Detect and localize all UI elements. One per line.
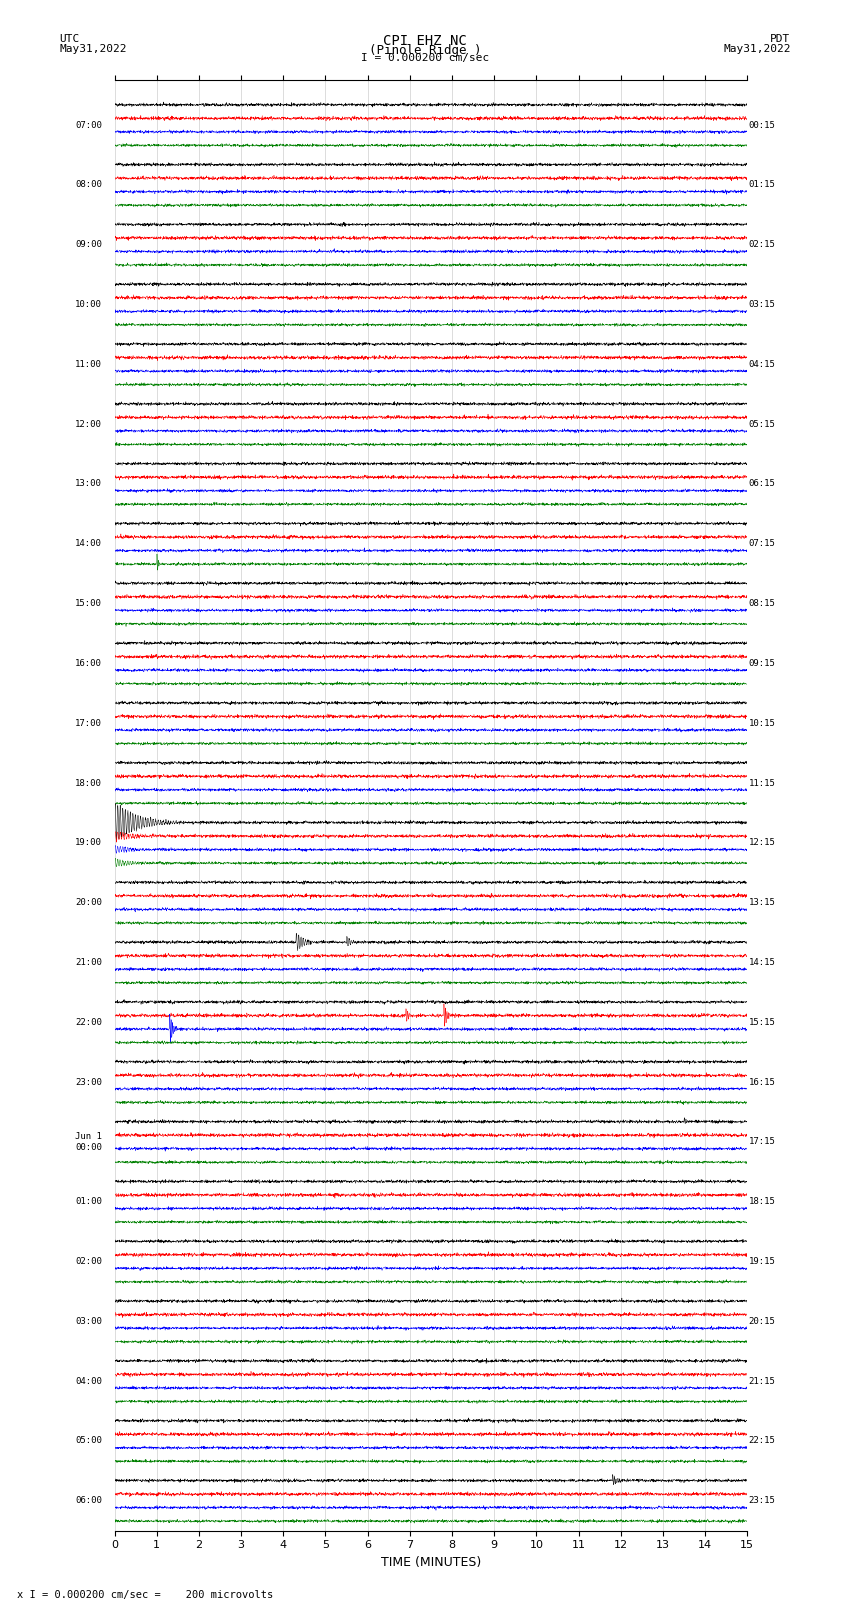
Text: 19:15: 19:15 (749, 1257, 775, 1266)
Text: 06:00: 06:00 (75, 1497, 102, 1505)
Text: 10:00: 10:00 (75, 300, 102, 310)
Text: UTC: UTC (60, 34, 80, 44)
Text: 09:00: 09:00 (75, 240, 102, 248)
Text: 20:15: 20:15 (749, 1316, 775, 1326)
Text: 06:15: 06:15 (749, 479, 775, 489)
Text: 16:00: 16:00 (75, 658, 102, 668)
Text: 10:15: 10:15 (749, 719, 775, 727)
Text: 12:15: 12:15 (749, 839, 775, 847)
Text: 13:15: 13:15 (749, 898, 775, 907)
Text: 04:00: 04:00 (75, 1376, 102, 1386)
Text: 09:15: 09:15 (749, 658, 775, 668)
Text: PDT: PDT (770, 34, 790, 44)
Text: 21:00: 21:00 (75, 958, 102, 966)
Text: 13:00: 13:00 (75, 479, 102, 489)
Text: 23:15: 23:15 (749, 1497, 775, 1505)
Text: 07:00: 07:00 (75, 121, 102, 129)
Text: 18:00: 18:00 (75, 779, 102, 787)
Text: 22:15: 22:15 (749, 1437, 775, 1445)
Text: I = 0.000200 cm/sec: I = 0.000200 cm/sec (361, 53, 489, 63)
Text: 23:00: 23:00 (75, 1077, 102, 1087)
Text: Jun 1
00:00: Jun 1 00:00 (75, 1132, 102, 1152)
Text: 15:00: 15:00 (75, 598, 102, 608)
Text: CPI EHZ NC: CPI EHZ NC (383, 34, 467, 48)
Text: 04:15: 04:15 (749, 360, 775, 369)
Text: 08:15: 08:15 (749, 598, 775, 608)
Text: 05:00: 05:00 (75, 1437, 102, 1445)
Text: 21:15: 21:15 (749, 1376, 775, 1386)
Text: 17:15: 17:15 (749, 1137, 775, 1147)
Text: 01:15: 01:15 (749, 181, 775, 189)
Text: (Pinole Ridge ): (Pinole Ridge ) (369, 44, 481, 56)
Text: May31,2022: May31,2022 (723, 44, 791, 53)
Text: 00:15: 00:15 (749, 121, 775, 129)
Text: 16:15: 16:15 (749, 1077, 775, 1087)
Text: 01:00: 01:00 (75, 1197, 102, 1207)
Text: 03:15: 03:15 (749, 300, 775, 310)
Text: 11:15: 11:15 (749, 779, 775, 787)
Text: 14:15: 14:15 (749, 958, 775, 966)
Text: 11:00: 11:00 (75, 360, 102, 369)
Text: 15:15: 15:15 (749, 1018, 775, 1027)
Text: 03:00: 03:00 (75, 1316, 102, 1326)
Text: 08:00: 08:00 (75, 181, 102, 189)
X-axis label: TIME (MINUTES): TIME (MINUTES) (381, 1557, 481, 1569)
Text: 20:00: 20:00 (75, 898, 102, 907)
Text: 19:00: 19:00 (75, 839, 102, 847)
Text: 02:00: 02:00 (75, 1257, 102, 1266)
Text: 22:00: 22:00 (75, 1018, 102, 1027)
Text: 07:15: 07:15 (749, 539, 775, 548)
Text: 05:15: 05:15 (749, 419, 775, 429)
Text: 17:00: 17:00 (75, 719, 102, 727)
Text: 18:15: 18:15 (749, 1197, 775, 1207)
Text: May31,2022: May31,2022 (60, 44, 127, 53)
Text: 14:00: 14:00 (75, 539, 102, 548)
Text: 12:00: 12:00 (75, 419, 102, 429)
Text: 02:15: 02:15 (749, 240, 775, 248)
Text: x I = 0.000200 cm/sec =    200 microvolts: x I = 0.000200 cm/sec = 200 microvolts (17, 1590, 273, 1600)
